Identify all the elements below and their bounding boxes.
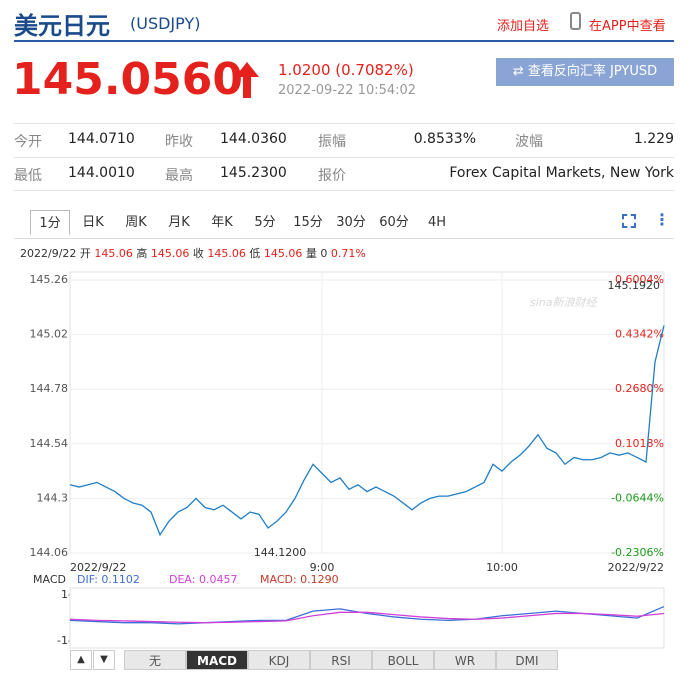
indicator-tab[interactable]: 无 bbox=[124, 650, 186, 670]
min-label: 144.1200 bbox=[254, 546, 307, 559]
series-line bbox=[69, 605, 665, 625]
watermark: sina新浪财经 bbox=[530, 296, 597, 309]
change: 1.0200 (0.7082%) bbox=[278, 61, 414, 79]
max-label: 145.1920 bbox=[608, 279, 661, 292]
legend-entry: DIF: 0.1102 bbox=[77, 573, 140, 586]
info-pct: 0.71% bbox=[330, 247, 366, 260]
stat-value: 144.0010 bbox=[68, 165, 135, 181]
legend-entry: DEA: 0.0457 bbox=[169, 573, 237, 586]
macd-label: MACD: 0.1290 bbox=[260, 573, 339, 586]
info-key: 量 bbox=[305, 247, 317, 260]
series-line bbox=[69, 325, 665, 537]
menu-icon[interactable]: ⋮ bbox=[654, 210, 670, 229]
info-key: 收 bbox=[192, 247, 204, 260]
x-tick-label: 9:00 bbox=[310, 561, 335, 574]
tab[interactable]: 30分 bbox=[336, 215, 366, 230]
info-value: 0 bbox=[320, 247, 328, 260]
y-tick-label: 144.78 bbox=[30, 382, 69, 395]
y-tick-label: 144.54 bbox=[30, 437, 69, 450]
tab[interactable]: 1分 bbox=[30, 210, 70, 236]
scroll-down[interactable]: ▼ bbox=[93, 650, 115, 670]
time: 2022-09-22 10:54:02 bbox=[278, 83, 417, 98]
tab[interactable]: 60分 bbox=[379, 215, 409, 230]
fullscreen-icon[interactable] bbox=[622, 214, 636, 228]
info-date: 2022/9/22 bbox=[20, 247, 77, 260]
stat-label: 最高 bbox=[165, 168, 193, 184]
x-tick-label: 2022/9/22 bbox=[70, 561, 126, 574]
phone-icon bbox=[570, 12, 581, 30]
macd-frame bbox=[69, 587, 665, 649]
info-value: 145.06 bbox=[150, 247, 190, 260]
reverse-label: 查看反向汇率 JPYUSD bbox=[527, 64, 658, 79]
x-tick-label: 2022/9/22 bbox=[608, 561, 664, 574]
tab[interactable]: 15分 bbox=[293, 215, 323, 230]
up-arrow bbox=[235, 62, 259, 98]
rule bbox=[14, 157, 674, 158]
rule bbox=[14, 190, 674, 191]
code: (USDJPY) bbox=[130, 14, 201, 33]
stat-value: 0.8533% bbox=[413, 131, 476, 147]
tab[interactable]: 日K bbox=[82, 215, 104, 230]
app-view[interactable]: 在APP中查看 bbox=[589, 19, 666, 34]
stat-label: 报价 bbox=[318, 168, 346, 184]
info-value: 145.06 bbox=[207, 247, 246, 260]
x-tick-label: 10:00 bbox=[486, 561, 518, 574]
scroll-up[interactable]: ▲ bbox=[70, 650, 92, 670]
stat-label: 今开 bbox=[14, 134, 42, 150]
y2-tick-label: -0.2306% bbox=[611, 546, 664, 559]
y2-tick-label: -0.0644% bbox=[611, 491, 664, 504]
y-tick-label: 145.02 bbox=[30, 328, 69, 341]
reverse-button[interactable]: ⇄ 查看反向汇率 JPYUSD bbox=[496, 58, 674, 86]
stat-value: 145.2300 bbox=[220, 165, 287, 181]
tab[interactable]: 年K bbox=[211, 215, 233, 230]
stat-value: 144.0710 bbox=[68, 131, 135, 147]
stat-label: 昨收 bbox=[165, 134, 193, 150]
stat-label: 振幅 bbox=[318, 134, 346, 150]
macd-title: MACD bbox=[33, 573, 66, 586]
y2-tick-label: 0.2680% bbox=[615, 382, 664, 395]
tab[interactable]: 4H bbox=[427, 215, 447, 230]
stat-value: 1.229 bbox=[633, 131, 674, 147]
series-line bbox=[69, 611, 665, 624]
indicator-tab[interactable]: WR bbox=[434, 650, 496, 670]
info-key: 低 bbox=[249, 247, 261, 260]
indicator-tab[interactable]: DMI bbox=[496, 650, 558, 670]
indicator-tab[interactable]: RSI bbox=[310, 650, 372, 670]
header-rule bbox=[14, 40, 674, 42]
y-tick-label: 144.06 bbox=[30, 546, 69, 559]
tab-bar bbox=[14, 204, 674, 239]
indicator-tab[interactable]: MACD bbox=[186, 650, 248, 670]
stat-value: 144.0360 bbox=[220, 131, 287, 147]
tab[interactable]: 5分 bbox=[254, 215, 276, 230]
plot-frame bbox=[69, 271, 665, 554]
stat-value: Forex Capital Markets, New York bbox=[449, 165, 674, 181]
y-tick-label: 144.3 bbox=[37, 491, 69, 504]
title: 美元日元 bbox=[14, 12, 110, 40]
info-value: 145.06 bbox=[263, 247, 303, 260]
info-key: 高 bbox=[136, 247, 148, 260]
y2-tick-label: 0.6004% bbox=[615, 273, 664, 286]
y-tick-label: 145.26 bbox=[30, 273, 69, 286]
indicator-tab[interactable]: KDJ bbox=[248, 650, 310, 670]
price: 145.0560 bbox=[12, 54, 244, 105]
y2-tick-label: 0.4342% bbox=[615, 328, 664, 341]
tab[interactable]: 月K bbox=[168, 215, 190, 230]
info-key: 开 bbox=[79, 247, 91, 260]
tab[interactable]: 周K bbox=[125, 215, 147, 230]
info-value: 145.06 bbox=[94, 247, 133, 260]
stat-label: 最低 bbox=[14, 168, 42, 184]
macd-y-tick-label: 1 bbox=[61, 588, 68, 601]
add-watchlist[interactable]: 添加自选 bbox=[497, 19, 550, 34]
macd-y-tick-label: -1 bbox=[57, 634, 68, 647]
y2-tick-label: 0.1018% bbox=[615, 437, 664, 450]
indicator-tab[interactable]: BOLL bbox=[372, 650, 434, 670]
info-line: 2022/9/22 开 145.06 高 145.06 收 145.06 低 1… bbox=[20, 245, 366, 261]
stat-label: 波幅 bbox=[515, 134, 543, 150]
rule bbox=[14, 123, 674, 124]
